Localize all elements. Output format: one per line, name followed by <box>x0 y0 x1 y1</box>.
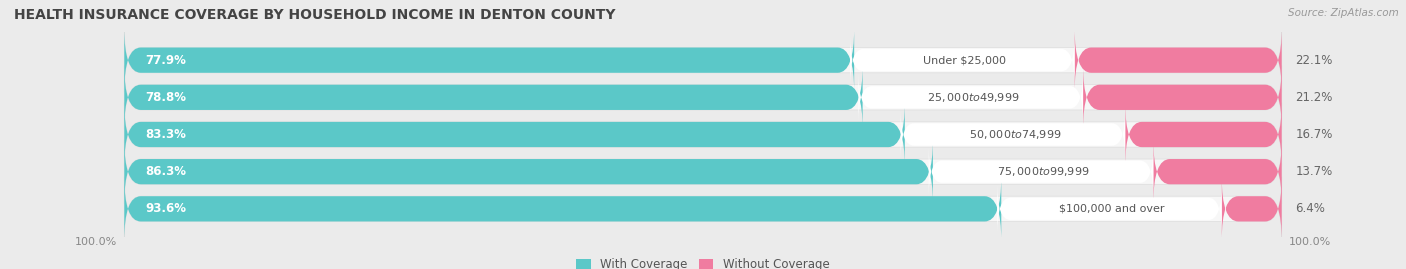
FancyBboxPatch shape <box>1222 177 1282 241</box>
Text: 6.4%: 6.4% <box>1295 202 1326 215</box>
Text: 16.7%: 16.7% <box>1295 128 1333 141</box>
Text: $50,000 to $74,999: $50,000 to $74,999 <box>969 128 1062 141</box>
FancyBboxPatch shape <box>1083 65 1282 129</box>
Text: 83.3%: 83.3% <box>145 128 186 141</box>
Text: $25,000 to $49,999: $25,000 to $49,999 <box>927 91 1019 104</box>
FancyBboxPatch shape <box>1074 28 1282 92</box>
Text: $75,000 to $99,999: $75,000 to $99,999 <box>997 165 1090 178</box>
FancyBboxPatch shape <box>124 65 863 129</box>
Text: 22.1%: 22.1% <box>1295 54 1333 67</box>
Legend: With Coverage, Without Coverage: With Coverage, Without Coverage <box>572 253 834 269</box>
Text: 21.2%: 21.2% <box>1295 91 1333 104</box>
FancyBboxPatch shape <box>1153 140 1282 204</box>
Text: HEALTH INSURANCE COVERAGE BY HOUSEHOLD INCOME IN DENTON COUNTY: HEALTH INSURANCE COVERAGE BY HOUSEHOLD I… <box>14 8 616 22</box>
FancyBboxPatch shape <box>124 28 1282 92</box>
Text: 100.0%: 100.0% <box>1289 237 1331 247</box>
FancyBboxPatch shape <box>859 73 1083 122</box>
Text: Under $25,000: Under $25,000 <box>922 55 1005 65</box>
Text: 77.9%: 77.9% <box>145 54 186 67</box>
FancyBboxPatch shape <box>124 140 934 204</box>
FancyBboxPatch shape <box>929 147 1153 196</box>
FancyBboxPatch shape <box>124 140 1282 204</box>
FancyBboxPatch shape <box>124 102 1282 167</box>
Text: 13.7%: 13.7% <box>1295 165 1333 178</box>
FancyBboxPatch shape <box>124 65 1282 129</box>
Text: 86.3%: 86.3% <box>145 165 186 178</box>
FancyBboxPatch shape <box>901 110 1125 159</box>
Text: 78.8%: 78.8% <box>145 91 186 104</box>
Text: Source: ZipAtlas.com: Source: ZipAtlas.com <box>1288 8 1399 18</box>
FancyBboxPatch shape <box>124 28 855 92</box>
FancyBboxPatch shape <box>124 177 1001 241</box>
Text: 100.0%: 100.0% <box>75 237 118 247</box>
FancyBboxPatch shape <box>1125 102 1282 167</box>
Text: $100,000 and over: $100,000 and over <box>1059 204 1164 214</box>
Text: 93.6%: 93.6% <box>145 202 186 215</box>
FancyBboxPatch shape <box>124 177 1282 241</box>
FancyBboxPatch shape <box>997 184 1222 233</box>
FancyBboxPatch shape <box>851 36 1074 85</box>
FancyBboxPatch shape <box>124 102 905 167</box>
